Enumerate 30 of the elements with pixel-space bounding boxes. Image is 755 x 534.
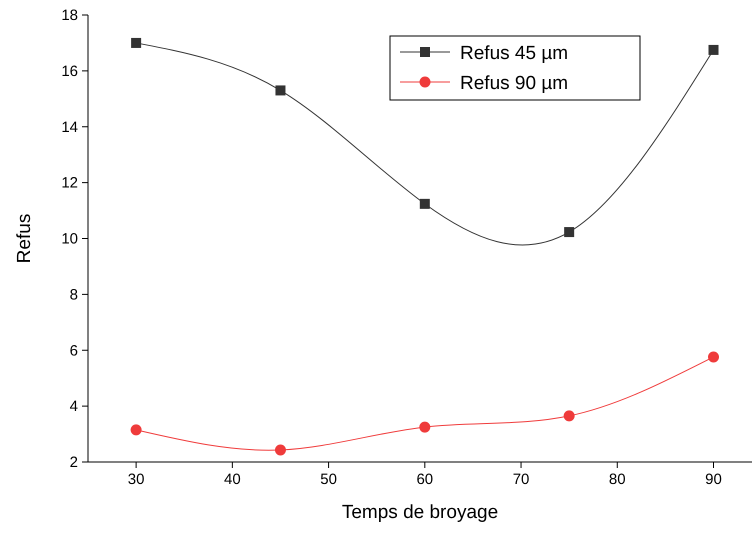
legend-label: Refus 90 µm <box>460 73 568 94</box>
y-tick-label: 16 <box>61 62 78 80</box>
x-tick-label: 70 <box>512 471 530 488</box>
point <box>275 85 286 96</box>
point <box>274 444 286 456</box>
x-axis-title: Temps de broyage <box>342 502 498 523</box>
point <box>419 422 430 433</box>
x-tick-label: 90 <box>705 471 722 488</box>
point <box>708 351 720 362</box>
y-tick-label: 12 <box>61 174 78 192</box>
y-axis-title: Refus <box>14 214 35 264</box>
x-tick-label: 80 <box>608 471 626 488</box>
point <box>564 227 574 238</box>
x-tick-label: 50 <box>320 471 337 488</box>
point <box>420 198 430 209</box>
legend-label: Refus 45 µm <box>460 43 568 64</box>
point <box>708 44 719 55</box>
x-tick-label: 40 <box>224 471 241 488</box>
y-tick-label: 2 <box>70 454 78 471</box>
point <box>130 424 142 436</box>
point <box>564 410 575 422</box>
y-tick-label: 6 <box>70 342 78 360</box>
y-tick-label: 14 <box>61 118 78 136</box>
point <box>131 38 142 48</box>
y-tick-label: 4 <box>70 398 78 416</box>
y-tick-label: 18 <box>61 7 78 24</box>
y-tick-label: 10 <box>61 230 78 248</box>
y-tick-label: 8 <box>70 286 78 304</box>
x-tick-label: 60 <box>416 471 434 488</box>
x-tick-label: 30 <box>128 471 144 488</box>
